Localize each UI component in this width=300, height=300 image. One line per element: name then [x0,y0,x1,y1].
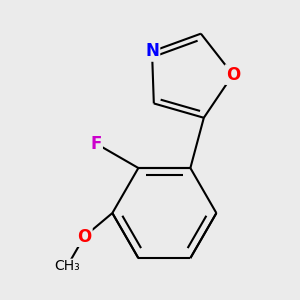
Text: CH₃: CH₃ [54,259,80,273]
Text: O: O [77,228,91,246]
Text: O: O [226,66,240,84]
Text: N: N [145,42,159,60]
Text: F: F [90,134,102,152]
